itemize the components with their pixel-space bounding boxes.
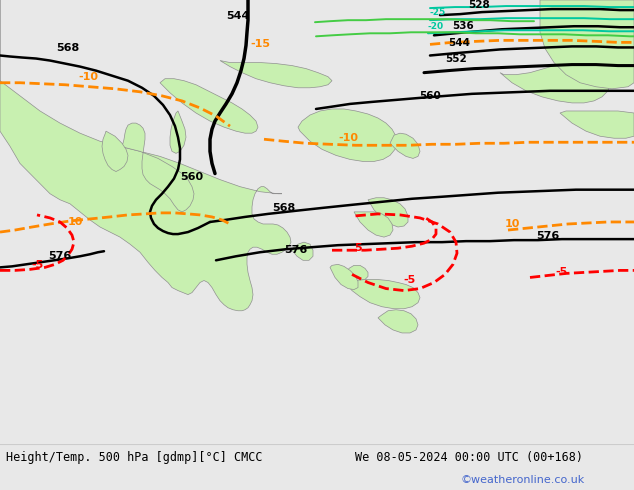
Text: 568: 568 [273,203,295,213]
Polygon shape [368,198,408,227]
Text: 528: 528 [468,0,490,10]
Polygon shape [540,0,634,89]
Polygon shape [354,212,393,237]
Polygon shape [348,266,368,279]
Text: 544: 544 [448,38,470,49]
Text: ©weatheronline.co.uk: ©weatheronline.co.uk [460,475,585,485]
Polygon shape [292,242,313,260]
Polygon shape [330,264,358,290]
Polygon shape [500,63,610,103]
Polygon shape [120,123,194,212]
Text: 10: 10 [67,217,82,227]
Text: 560: 560 [419,91,441,101]
Polygon shape [102,131,128,172]
Polygon shape [0,0,291,311]
Text: We 08-05-2024 00:00 UTC (00+168): We 08-05-2024 00:00 UTC (00+168) [355,451,583,465]
Text: -10: -10 [338,133,358,143]
Polygon shape [298,109,397,161]
Text: -5: -5 [556,268,568,277]
Text: 576: 576 [285,245,307,255]
Polygon shape [560,111,634,138]
Text: -5: -5 [32,260,44,270]
Polygon shape [170,111,186,153]
Polygon shape [345,279,420,309]
Text: 576: 576 [48,251,72,261]
Text: -20: -20 [428,22,444,31]
Polygon shape [160,79,258,133]
Text: 544: 544 [226,11,250,21]
Text: 552: 552 [445,53,467,64]
Polygon shape [390,133,420,158]
Text: 536: 536 [452,21,474,31]
Text: -25: -25 [430,8,446,17]
Text: 576: 576 [536,231,560,241]
Text: Height/Temp. 500 hPa [gdmp][°C] CMCC: Height/Temp. 500 hPa [gdmp][°C] CMCC [6,451,262,465]
Text: 568: 568 [56,44,80,53]
Text: 5: 5 [354,243,362,253]
Text: 10: 10 [504,219,520,229]
Text: -15: -15 [250,39,270,49]
Polygon shape [378,310,418,333]
Text: -5: -5 [404,275,416,286]
Text: 560: 560 [181,172,204,182]
Text: -10: -10 [78,72,98,82]
Polygon shape [220,61,332,88]
